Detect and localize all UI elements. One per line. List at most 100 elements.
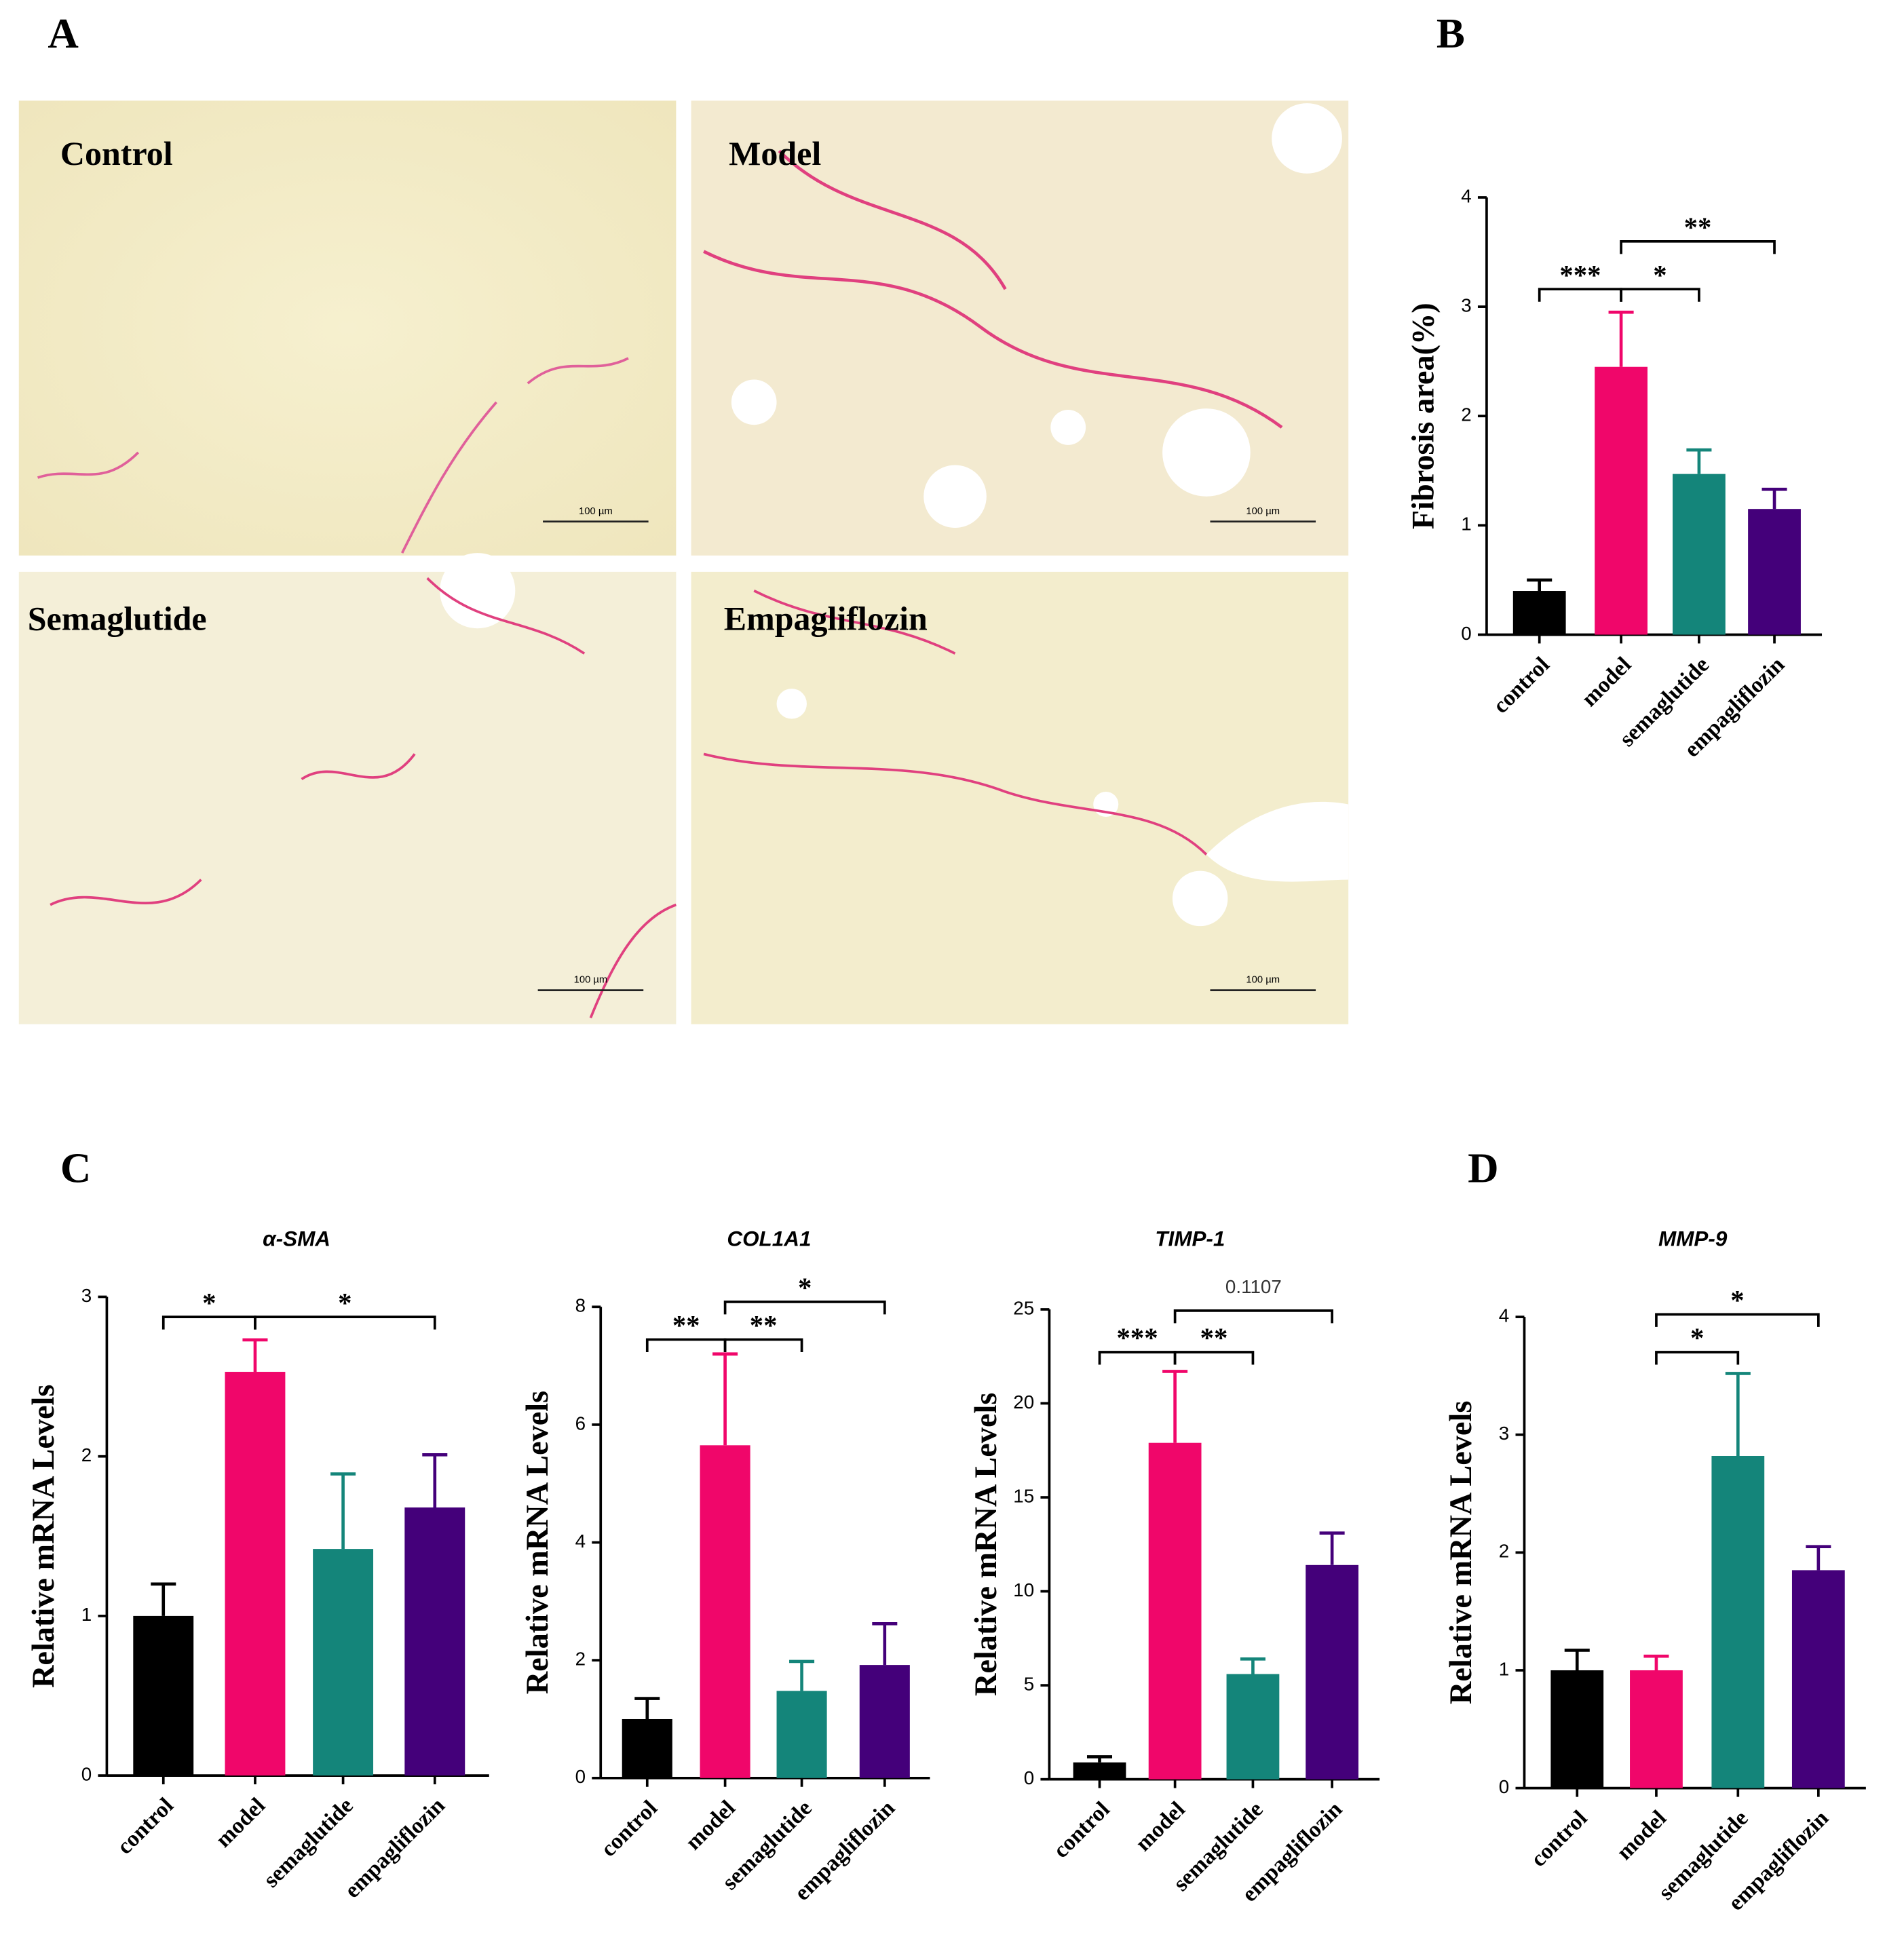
significance-bracket	[1620, 288, 1700, 302]
x-tick-label: model	[681, 1795, 740, 1855]
micrograph-label: Model	[729, 134, 821, 172]
bar	[1148, 1442, 1202, 1780]
chart-title: MMP-9	[1658, 1227, 1728, 1250]
x-tick-label: model	[1130, 1796, 1190, 1856]
y-tick-label: 0	[1461, 623, 1471, 644]
x-tick-label: model	[210, 1793, 270, 1853]
y-tick-label: 25	[1013, 1297, 1034, 1318]
scale-bar-label: 100 µm	[1246, 506, 1280, 517]
chart-title: COL1A1	[727, 1227, 811, 1250]
y-tick-label: 2	[1461, 404, 1471, 425]
x-tick-label: control	[112, 1793, 178, 1860]
bar	[700, 1445, 750, 1778]
significance-bracket	[645, 1338, 727, 1352]
y-tick-label: 2	[81, 1444, 92, 1465]
y-tick-label: 0	[575, 1766, 586, 1787]
y-tick-label: 0	[1024, 1767, 1034, 1788]
significance-label: *	[338, 1288, 351, 1318]
bar	[1791, 1570, 1845, 1788]
significance-bracket	[1538, 288, 1622, 302]
x-tick-label: semaglutide	[259, 1793, 358, 1893]
bar	[1306, 1564, 1359, 1780]
bar	[1595, 366, 1648, 635]
significance-bracket	[161, 1315, 256, 1330]
x-tick-label: model	[1612, 1805, 1671, 1865]
micrograph: Semaglutide 100 µm	[18, 553, 677, 1024]
significance-label: **	[672, 1310, 700, 1341]
bar	[313, 1549, 374, 1776]
scale-bar-label: 100 µm	[579, 506, 613, 517]
significance-label: **	[750, 1310, 778, 1341]
y-tick-label: 1	[81, 1604, 92, 1625]
significance-label: *	[1730, 1285, 1744, 1315]
y-tick-label: 0	[1499, 1776, 1509, 1797]
significance-bracket	[1098, 1351, 1177, 1365]
x-tick-label: control	[596, 1795, 662, 1862]
y-tick-label: 2	[1499, 1541, 1509, 1562]
x-tick-label: control	[1526, 1805, 1593, 1872]
y-tick-label: 4	[1499, 1305, 1509, 1326]
bar	[1711, 1455, 1765, 1788]
significance-label: **	[1684, 212, 1712, 242]
y-axis-label: Relative mRNA Levels	[520, 1391, 555, 1694]
significance-bracket	[723, 1338, 803, 1352]
chart-title: α-SMA	[263, 1227, 330, 1250]
x-tick-label: control	[1488, 652, 1555, 718]
y-axis-label: Fibrosis area(%)	[1407, 303, 1441, 529]
scale-bar-label: 100 µm	[574, 975, 608, 986]
y-tick-label: 0	[81, 1763, 92, 1784]
bar	[1630, 1670, 1683, 1788]
bar	[1073, 1762, 1126, 1780]
significance-label: *	[1690, 1323, 1704, 1353]
y-tick-label: 3	[1499, 1423, 1509, 1444]
y-tick-label: 3	[1461, 294, 1471, 315]
significance-label: *	[202, 1288, 216, 1318]
y-tick-label: 2	[575, 1649, 586, 1670]
panel-label: B	[1436, 9, 1465, 57]
panel-label: C	[60, 1145, 91, 1192]
micrograph-label: Empagliflozin	[724, 599, 928, 637]
y-tick-label: 20	[1013, 1391, 1034, 1413]
significance-label: **	[1200, 1323, 1228, 1353]
panel-label: A	[47, 9, 78, 57]
significance-bracket	[1173, 1351, 1255, 1365]
bar	[1226, 1674, 1280, 1780]
y-tick-label: 4	[1461, 185, 1471, 206]
y-tick-label: 1	[1461, 514, 1471, 535]
y-tick-label: 8	[575, 1295, 586, 1316]
x-tick-label: control	[1048, 1796, 1115, 1863]
bar	[225, 1372, 286, 1776]
y-axis-label: Relative mRNA Levels	[969, 1393, 1004, 1696]
bar	[1550, 1670, 1604, 1788]
y-tick-label: 4	[575, 1531, 586, 1552]
panel-label: D	[1468, 1145, 1498, 1192]
significance-bracket	[1620, 239, 1776, 254]
significance-label: *	[798, 1273, 812, 1303]
chart-title: TIMP-1	[1155, 1227, 1225, 1250]
significance-label: *	[1653, 260, 1667, 290]
micrograph-label: Semaglutide	[28, 599, 207, 637]
significance-bracket	[1655, 1313, 1820, 1327]
significance-bracket	[1655, 1351, 1740, 1365]
bar	[859, 1665, 910, 1778]
scale-bar-label: 100 µm	[1246, 975, 1280, 986]
bar	[133, 1615, 194, 1776]
y-axis-label: Relative mRNA Levels	[26, 1385, 61, 1688]
bar	[1673, 474, 1726, 635]
x-tick-label: model	[1577, 652, 1637, 712]
significance-bracket	[254, 1315, 436, 1330]
y-tick-label: 5	[1024, 1673, 1034, 1694]
significance-bracket	[1173, 1309, 1333, 1324]
y-tick-label: 3	[81, 1285, 92, 1306]
significance-label: 0.1107	[1225, 1276, 1282, 1297]
micrograph: Model 100 µm	[691, 100, 1349, 556]
significance-label: ***	[1559, 260, 1601, 290]
micrograph-label: Control	[60, 134, 173, 172]
significance-bracket	[723, 1301, 886, 1315]
y-tick-label: 6	[575, 1413, 586, 1434]
bar	[776, 1691, 827, 1778]
y-axis-label: Relative mRNA Levels	[1444, 1401, 1479, 1704]
micrograph: Empagliflozin 100 µm	[691, 571, 1349, 1024]
y-tick-label: 10	[1013, 1579, 1034, 1600]
